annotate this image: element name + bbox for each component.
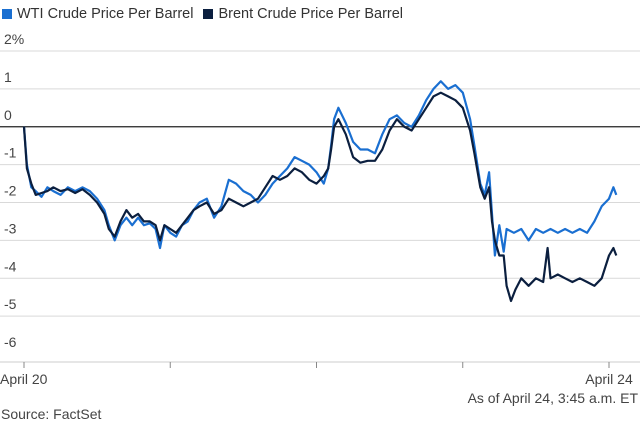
x-axis: April 20 April 24 xyxy=(0,361,640,387)
legend-swatch-brent xyxy=(203,9,214,19)
timestamp-note: As of April 24, 3:45 a.m. ET xyxy=(467,390,638,406)
y-tick-label: -3 xyxy=(4,220,17,236)
y-tick-label: -2 xyxy=(4,183,17,199)
legend: WTI Crude Price Per Barrel Brent Crude P… xyxy=(2,6,413,22)
legend-swatch-wti xyxy=(2,9,12,19)
legend-item-brent: Brent Crude Price Per Barrel xyxy=(203,6,403,22)
legend-item-wti: WTI Crude Price Per Barrel xyxy=(2,6,193,22)
y-tick-label: -6 xyxy=(4,334,17,350)
y-tick-label: 1 xyxy=(4,69,12,85)
x-tick-label: April 24 xyxy=(585,371,633,387)
legend-label-brent: Brent Crude Price Per Barrel xyxy=(218,6,404,22)
y-tick-label: -5 xyxy=(4,296,17,312)
y-axis-labels: 2% 1 0 -1 -2 -3 -4 -5 -6 xyxy=(4,31,24,350)
series-lines xyxy=(22,80,618,303)
y-tick-label: -4 xyxy=(4,258,17,274)
y-tick-label: 2% xyxy=(4,31,24,47)
series-line-wti xyxy=(22,80,618,257)
y-tick-label: -1 xyxy=(4,145,17,161)
y-tick-label: 0 xyxy=(4,107,12,123)
legend-label-wti: WTI Crude Price Per Barrel xyxy=(17,6,194,22)
series-line-brent xyxy=(22,91,618,303)
x-tick-label: April 20 xyxy=(0,371,48,387)
source-note: Source: FactSet xyxy=(1,406,102,422)
gridlines xyxy=(0,50,640,317)
